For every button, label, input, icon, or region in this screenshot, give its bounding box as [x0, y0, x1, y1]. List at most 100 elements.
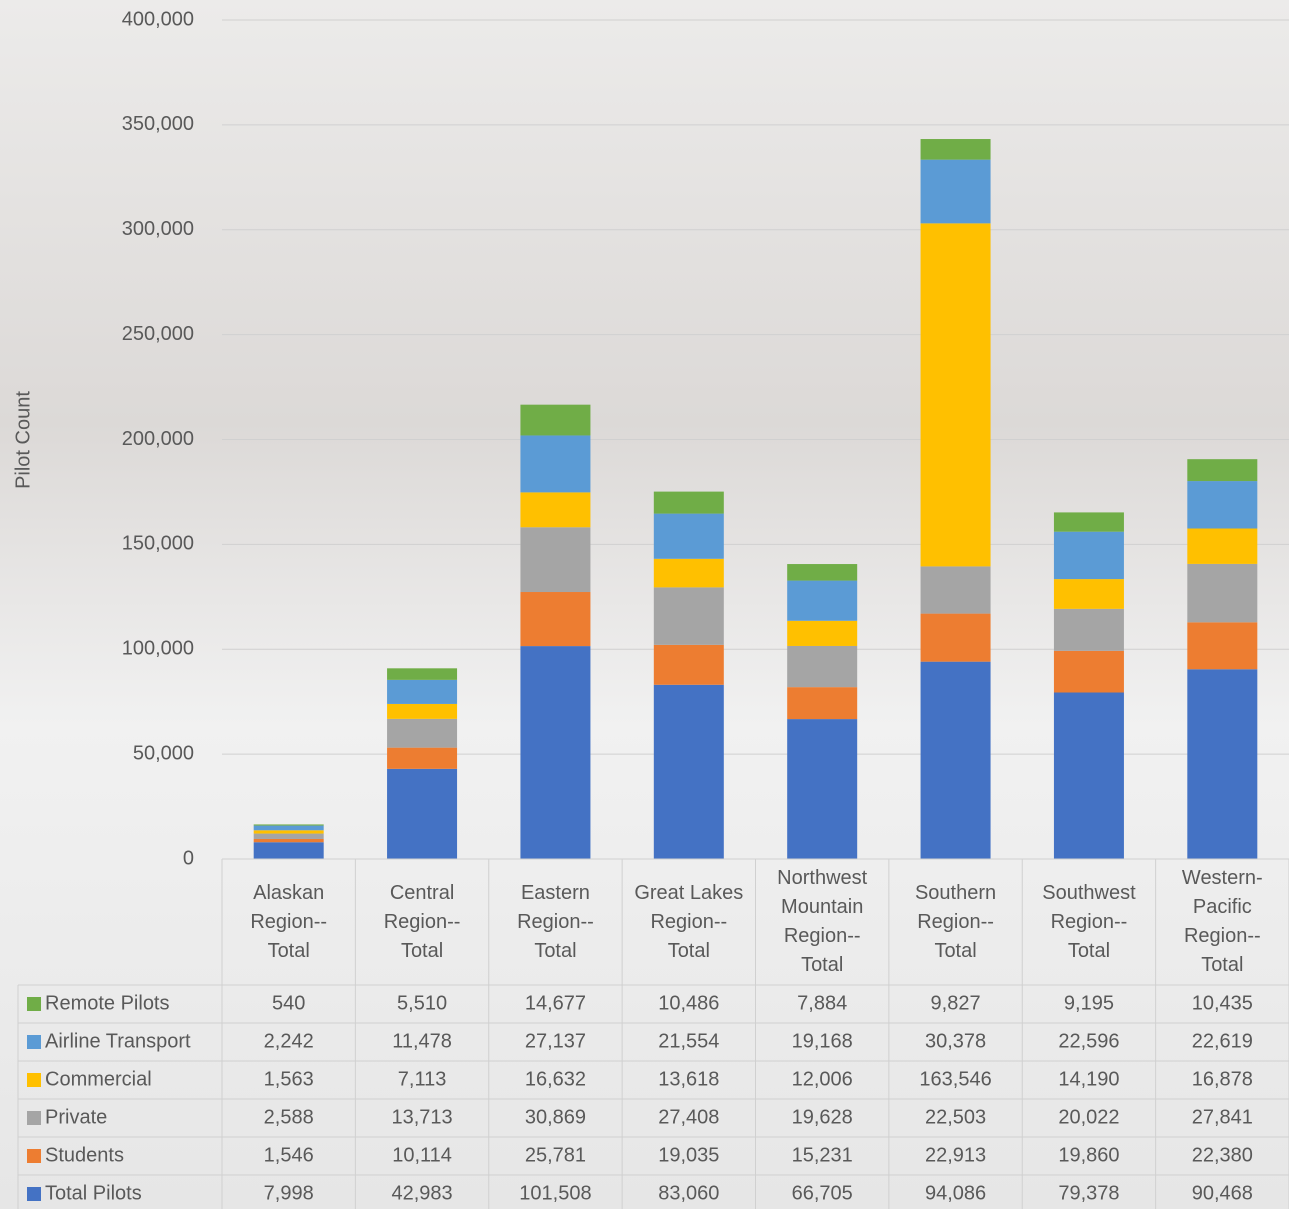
legend-swatch: [27, 1035, 41, 1049]
bar-segment: [1187, 459, 1257, 481]
table-value: 22,596: [1058, 1030, 1119, 1052]
category-label: Northwest Mountain Region--Total: [756, 859, 889, 985]
y-tick-label: 250,000: [122, 323, 194, 345]
legend-label: Students: [45, 1144, 124, 1166]
table-value: 7,884: [797, 992, 847, 1014]
table-value: 5,510: [397, 992, 447, 1014]
table-value: 15,231: [792, 1144, 853, 1166]
bar-segment: [654, 492, 724, 514]
table-value: 101,508: [519, 1182, 591, 1204]
bar-segment: [387, 748, 457, 769]
bar-segment: [387, 719, 457, 748]
table-value: 11,478: [392, 1030, 452, 1052]
bar-segment: [254, 842, 324, 859]
bar-segment: [1187, 564, 1257, 622]
table-value: 10,486: [658, 992, 719, 1014]
bar-segment: [520, 405, 590, 436]
category-label: Central Region--Total: [355, 859, 488, 985]
table-value: 7,113: [398, 1068, 447, 1090]
table-value: 13,713: [391, 1106, 452, 1128]
table-value: 27,841: [1192, 1106, 1253, 1128]
bar-segment: [1054, 693, 1124, 859]
table-value: 7,998: [264, 1182, 314, 1204]
y-tick-label: 350,000: [122, 113, 194, 135]
table-value: 19,628: [792, 1106, 853, 1128]
bar-segment: [387, 680, 457, 704]
table-value: 10,435: [1192, 992, 1253, 1014]
table-value: 19,168: [792, 1030, 853, 1052]
category-label: Alaskan Region--Total: [222, 859, 355, 985]
bar-segment: [254, 824, 324, 825]
table-value: 42,983: [391, 1182, 452, 1204]
x-tick-label: Great Lakes Region--Total: [630, 859, 748, 985]
legend-label: Commercial: [45, 1068, 152, 1090]
bar-segment: [254, 834, 324, 839]
bar-segment: [1187, 669, 1257, 859]
bar-segment: [1187, 481, 1257, 528]
table-value: 30,378: [925, 1030, 986, 1052]
table-value: 12,006: [792, 1068, 853, 1090]
x-tick-label: Southwest Region--Total: [1030, 859, 1148, 985]
table-value: 22,619: [1192, 1030, 1253, 1052]
bar-segment: [1054, 609, 1124, 651]
legend-swatch: [27, 997, 41, 1011]
chart: Pilot Count 050,000100,000150,000200,000…: [0, 0, 1289, 1209]
bar-segment: [787, 646, 857, 687]
bar-segment: [387, 704, 457, 719]
category-label: Southwest Region--Total: [1022, 859, 1155, 985]
table-value: 79,378: [1058, 1182, 1119, 1204]
table-value: 9,827: [931, 992, 981, 1014]
legend-label: Private: [45, 1106, 107, 1128]
bar-segment: [787, 564, 857, 581]
bar-segment: [520, 435, 590, 492]
bar-segment: [654, 645, 724, 685]
table-value: 540: [272, 992, 305, 1014]
table-value: 66,705: [792, 1182, 853, 1204]
legend-swatch: [27, 1111, 41, 1125]
legend-label: Total Pilots: [45, 1182, 142, 1204]
bar-segment: [921, 139, 991, 160]
bar-segment: [1187, 622, 1257, 669]
table-value: 27,408: [658, 1106, 719, 1128]
table-value: 163,546: [919, 1068, 991, 1090]
x-tick-label: Alaskan Region--Total: [230, 859, 348, 985]
table-value: 27,137: [525, 1030, 586, 1052]
table-value: 90,468: [1192, 1182, 1253, 1204]
table-value: 20,022: [1058, 1106, 1119, 1128]
bar-segment: [921, 614, 991, 662]
table-value: 19,035: [658, 1144, 719, 1166]
bar-segment: [921, 223, 991, 566]
y-tick-label: 100,000: [122, 638, 194, 660]
category-label: Western-Pacific Region--Total: [1156, 859, 1289, 985]
table-value: 16,878: [1192, 1068, 1253, 1090]
bar-segment: [921, 662, 991, 859]
table-value: 2,588: [264, 1106, 314, 1128]
x-tick-label: Central Region--Total: [363, 859, 481, 985]
bar-segment: [654, 514, 724, 559]
category-label: Great Lakes Region--Total: [622, 859, 755, 985]
legend-swatch: [27, 1073, 41, 1087]
bar-segment: [654, 559, 724, 588]
legend-label: Airline Transport: [45, 1030, 191, 1052]
bar-segment: [520, 527, 590, 592]
table-value: 10,114: [392, 1144, 452, 1166]
y-tick-label: 200,000: [122, 428, 194, 450]
table-value: 19,860: [1058, 1144, 1119, 1166]
table-value: 2,242: [264, 1030, 314, 1052]
table-value: 94,086: [925, 1182, 986, 1204]
table-value: 21,554: [658, 1030, 719, 1052]
bar-segment: [921, 160, 991, 224]
y-tick-label: 50,000: [133, 742, 194, 764]
y-tick-label: 0: [183, 847, 194, 869]
bar-segment: [254, 826, 324, 831]
bar-segment: [520, 592, 590, 646]
bar-segment: [654, 685, 724, 859]
bar-segment: [520, 646, 590, 859]
legend-swatch: [27, 1149, 41, 1163]
table-value: 25,781: [525, 1144, 586, 1166]
legend-label: Remote Pilots: [45, 992, 170, 1014]
y-axis-label: Pilot Count: [12, 391, 34, 489]
legend-swatch: [27, 1187, 41, 1201]
table-value: 22,913: [925, 1144, 986, 1166]
x-tick-label: Northwest Mountain Region--Total: [763, 859, 881, 985]
